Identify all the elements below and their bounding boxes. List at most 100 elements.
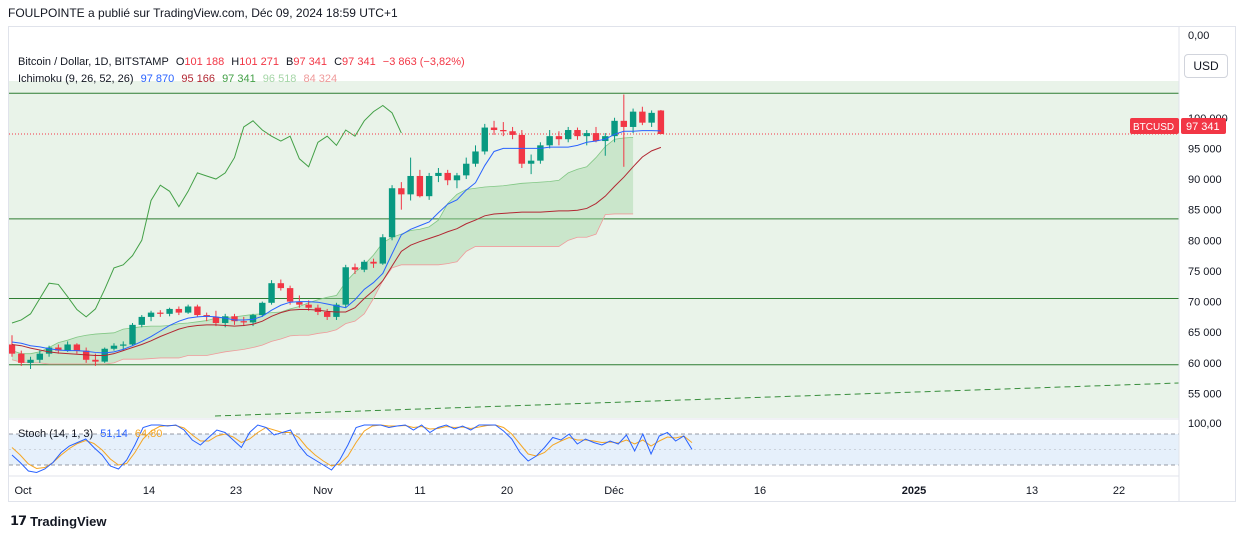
candle	[481, 123, 488, 155]
candle-body	[472, 151, 479, 164]
candle-body	[120, 344, 127, 346]
symbol-name[interactable]: Bitcoin / Dollar, 1D, BITSTAMP	[18, 56, 169, 68]
candle	[416, 169, 424, 198]
candle-body	[36, 353, 44, 360]
candle-body	[518, 134, 526, 164]
symbol-legend: Bitcoin / Dollar, 1D, BITSTAMP O101 188 …	[18, 56, 469, 68]
candle-body	[565, 130, 572, 140]
candle	[268, 280, 275, 305]
candle	[565, 126, 572, 143]
candle-body	[351, 267, 359, 270]
time-tick-label: Nov	[313, 485, 333, 497]
currency-button[interactable]: USD	[1184, 54, 1228, 78]
kijun-line	[11, 146, 662, 357]
candle-body	[147, 312, 155, 317]
price-tick-label: 95 000	[1188, 143, 1222, 155]
candle	[305, 300, 312, 311]
candle	[231, 313, 238, 325]
candle-body	[500, 130, 507, 132]
ichimoku-legend: Ichimoku (9, 26, 52, 26) 97 870 95 166 9…	[18, 73, 341, 85]
candle-body	[416, 175, 424, 197]
candle-body	[648, 112, 655, 123]
candle-body	[333, 304, 340, 317]
candle	[527, 154, 535, 175]
span-b-line	[11, 213, 634, 365]
candle	[407, 157, 414, 201]
candle-body	[249, 315, 257, 323]
candle	[277, 279, 285, 291]
close-label: C	[334, 56, 343, 68]
candle-body	[184, 306, 192, 313]
open-value: 101 188	[184, 56, 225, 68]
candle-body	[129, 324, 136, 345]
time-tick-label: 16	[754, 485, 766, 497]
candle	[574, 127, 581, 140]
candle-body	[602, 136, 609, 142]
candle-body	[222, 316, 229, 324]
candle-body	[398, 188, 405, 195]
candle	[629, 108, 637, 134]
price-tick-label: 85 000	[1188, 205, 1222, 217]
candle	[463, 157, 470, 180]
time-tick-label: 20	[501, 485, 513, 497]
candle-body	[18, 353, 25, 363]
chikou-value: 97 341	[222, 73, 256, 85]
candle	[361, 259, 368, 273]
candle-body	[323, 311, 331, 317]
high-value: 101 271	[239, 56, 279, 68]
open-label: O	[175, 56, 185, 68]
stoch-k-value: 51,14	[100, 428, 128, 440]
candle	[55, 344, 62, 354]
publish-line: FOULPOINTE a publié sur TradingView.com,…	[8, 6, 398, 20]
candle	[212, 310, 220, 327]
time-tick-label: 14	[143, 485, 155, 497]
candle	[657, 109, 665, 135]
time-tick-label: 22	[1113, 485, 1125, 497]
candle-body	[592, 133, 600, 142]
candle	[602, 133, 609, 156]
candle	[639, 106, 646, 126]
price-tick-label: 55 000	[1188, 388, 1222, 400]
price-tick-label: 60 000	[1188, 358, 1222, 370]
candle-body	[435, 172, 442, 176]
candle-body	[194, 306, 201, 316]
candle	[240, 316, 247, 327]
candle	[370, 258, 377, 268]
candle-body	[231, 316, 238, 322]
tenkan-line	[11, 130, 661, 354]
candle	[286, 285, 294, 305]
stoch-d-value: 64,80	[134, 428, 163, 440]
candle-body	[92, 359, 99, 362]
stoch-name[interactable]: Stoch (14, 1, 3)	[18, 428, 94, 440]
candle	[36, 350, 44, 363]
time-tick-label: Déc	[604, 485, 624, 497]
low-label: B	[286, 56, 294, 68]
candle	[351, 263, 359, 275]
candle-body	[639, 111, 646, 123]
chart-frame	[8, 26, 1236, 502]
candle-body	[546, 136, 553, 146]
candle	[555, 131, 563, 146]
ichimoku-name[interactable]: Ichimoku (9, 26, 52, 26)	[18, 73, 134, 85]
candle	[45, 345, 53, 357]
candle	[435, 168, 442, 183]
candle-body	[9, 344, 16, 354]
candle-body	[629, 111, 637, 127]
stoch-legend: Stoch (14, 1, 3) 51,14 64,80	[18, 428, 166, 440]
candle-body	[45, 347, 53, 354]
candle	[490, 120, 498, 135]
candle-body	[583, 133, 590, 137]
candle	[175, 306, 183, 316]
range-zone	[9, 81, 1179, 418]
candle-body	[175, 308, 183, 313]
candle	[648, 110, 655, 127]
candle	[73, 343, 81, 354]
candle	[129, 323, 136, 346]
candle-body	[463, 163, 470, 176]
candle	[453, 172, 461, 189]
branding[interactable]: 𝟭𝟳 TradingView	[10, 513, 106, 529]
candle	[444, 169, 451, 186]
candle	[592, 126, 600, 143]
candle	[323, 308, 331, 320]
